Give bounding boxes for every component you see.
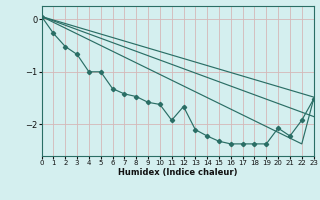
- X-axis label: Humidex (Indice chaleur): Humidex (Indice chaleur): [118, 168, 237, 177]
